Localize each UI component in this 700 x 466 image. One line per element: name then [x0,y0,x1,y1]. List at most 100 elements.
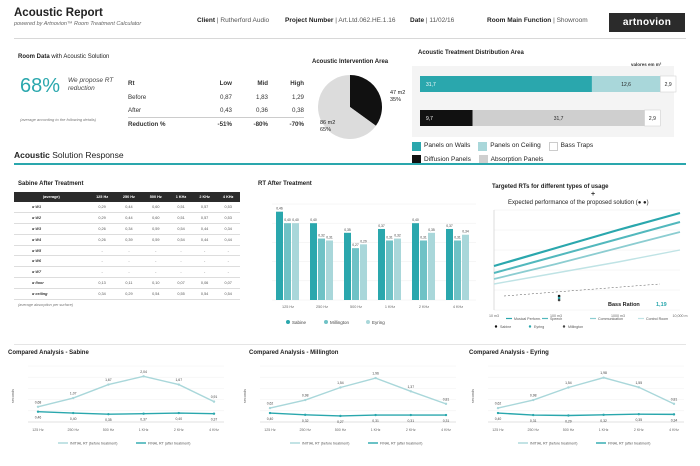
cell-value: 0,11 [115,277,143,289]
compared-sabine-title: Compared Analysis - Sabine [8,350,89,356]
x-tick-label: 2 KHz [406,428,416,432]
rt-bar [428,232,435,300]
cell-value: -80% [232,117,268,131]
compare-data-label: 0,35 [635,418,642,422]
compared-sabine-chart: seconds 0,68 1,07 1,67 2,04 1,67 0,91 0,46 0,40 0… [11,365,224,446]
compare-data-label: 1,67 [175,378,182,382]
cell-value: - [216,245,240,257]
distribution-bar-label: 9,7 [426,116,433,122]
compare-data-label: 0,62 [495,402,502,406]
row-label: Reduction % [128,117,196,131]
compare-point [496,406,500,410]
distribution-bar-chart: 31,7 12,6 2,9 9,7 31,7 2,9 [412,66,677,137]
compare-point [374,413,377,417]
cell-value: 0,54 [216,288,240,300]
rt-bar [360,244,367,300]
rt-bar [386,240,393,300]
rt-bar [420,240,427,300]
distribution-bar-segment [591,76,661,92]
rt-bar-label: 0,37 [446,224,453,228]
compare-line [497,412,675,417]
compare-data-label: 1,55 [635,381,642,385]
rt-bar [344,232,351,300]
rt-bar-label: 0,40 [412,218,419,222]
table-header-row: Rt Low Mid High [128,77,304,91]
target-line [493,249,681,285]
legend-marker [366,320,370,324]
pie-slice-86m2 [318,75,376,139]
compare-point [672,413,676,416]
header-cell: High [290,80,304,88]
compare-data-label: 0,40 [267,417,274,421]
cell-value: 0,44 [192,223,217,235]
compare-data-label: 0,31 [407,419,414,423]
client-value: Rutherford Audio [220,17,270,24]
rt-bar [318,238,325,300]
function-value: Showroom [556,17,588,24]
room-data-title: Room Data with Acoustic Solution [18,54,109,60]
cell-value: - [142,255,170,268]
legend-item: Bass Traps [548,141,593,151]
cell-value: - [192,245,217,257]
cell-value: 0,44 [192,234,217,246]
rt-bar-label: 0,37 [378,224,385,228]
x-tick-label: 250 Hz [68,428,80,432]
distribution-bar-label: 2,9 [665,82,672,88]
rt-bar-label: 0,35 [428,228,435,232]
cell-value: 0,54 [169,223,193,235]
cell-value: 0,34 [115,223,143,235]
row-label: α floor [14,277,89,289]
cell-value: -70% [268,117,304,131]
x-tick-label: 125 Hz [492,428,504,432]
legend-swatch [478,155,488,164]
compare-point [567,386,570,389]
compare-point [107,383,110,386]
rt-after-title: RT After Treatment [258,181,312,187]
legend-marker [528,325,532,328]
cell-value: - [115,245,143,257]
legend-label: Control Room [646,317,668,321]
legend-item: Diffusion Panels [412,155,471,165]
x-tick-label: 100 m3 [550,314,562,318]
x-tick-label: 1 KHz [599,428,609,432]
date-label: Date [410,17,425,24]
compare-point [374,376,377,380]
compare-data-label: 0,34 [671,418,678,422]
compare-point [268,406,272,410]
function-field: Room Main Function | Showroom [487,17,588,24]
x-tick-label: 500 Hz [103,428,115,432]
compare-data-label: 0,40 [495,417,502,421]
x-tick-label: 500 Hz [335,428,347,432]
rt-summary-table: Rt Low Mid High Before 0,87 1,83 1,29 Af… [128,77,304,131]
y-axis-label: seconds [243,389,247,403]
legend-label: Speech [550,317,562,321]
sabine-table-title: Sabine After Treatment [18,181,84,187]
compare-point [409,413,412,417]
compared-eyring-title: Compared Analysis - Eyring [469,350,549,356]
x-tick-label: 125 Hz [264,428,276,432]
compare-data-label: 0,62 [267,402,274,406]
compare-data-label: 0,68 [35,400,42,404]
cell-value: 0,59 [142,234,170,246]
distribution-unit: valores em m² [631,62,662,67]
target-line [493,221,681,274]
pie-pct-a: 35% [390,97,401,103]
row-label: α ceiling [14,288,89,300]
target-line [493,211,681,268]
intervention-pie-chart: 47 m2 35% 86 m2 65% [318,75,405,139]
compare-data-label: 0,37 [211,418,218,422]
distribution-bar-label: 2,9 [649,116,656,122]
cell-value: 0,87 [219,93,232,101]
cell-value: - [169,266,193,279]
rt-bar-label: 0,29 [360,239,367,243]
compare-point [268,411,272,415]
compare-data-label: 1,98 [600,371,607,375]
targeted-subtitle: Expected performance of the proposed sol… [508,200,649,206]
cell-value: 0,53 [216,202,240,214]
cell-value: 0,55 [169,288,193,300]
table-row: After 0,43 0,36 0,38 [128,104,304,118]
compare-data-label: 1,54 [337,381,344,385]
legend-item: Panels on Ceiling [478,141,541,151]
compare-line [497,376,675,409]
plus-sign: + [591,191,596,198]
